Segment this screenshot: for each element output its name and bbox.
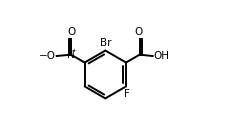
- Text: N: N: [67, 50, 75, 60]
- Text: O: O: [135, 27, 143, 37]
- Text: OH: OH: [153, 51, 169, 61]
- Text: Br: Br: [99, 38, 111, 48]
- Text: O: O: [67, 27, 75, 37]
- Text: +: +: [71, 48, 77, 53]
- Text: −O: −O: [39, 51, 56, 61]
- Text: F: F: [124, 89, 130, 99]
